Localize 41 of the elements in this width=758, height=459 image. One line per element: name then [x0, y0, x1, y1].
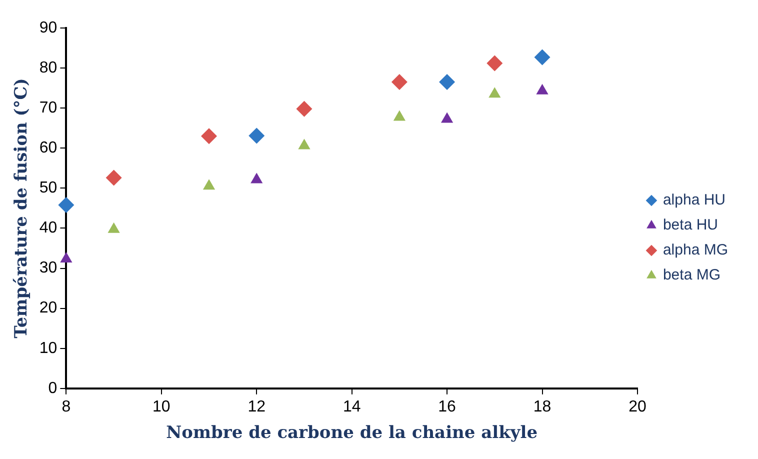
x-tick-label: 12: [248, 398, 266, 416]
y-tick-label: 70: [39, 99, 58, 116]
point: [296, 100, 312, 117]
point: [106, 170, 122, 186]
y-tick-label: 50: [39, 180, 58, 197]
y-tick-label: 60: [39, 140, 58, 157]
point: [439, 74, 456, 90]
point: [298, 138, 310, 150]
legend-label: alpha MG: [662, 242, 728, 259]
x-tick-label: 10: [152, 398, 170, 416]
y-tick-label: 0: [48, 380, 58, 397]
point: [391, 74, 408, 90]
point: [393, 110, 406, 121]
x-tick-label: 18: [533, 398, 552, 416]
y-tick-label: 10: [39, 340, 58, 357]
y-tick-label: 40: [39, 220, 58, 237]
y-tick-label: 30: [39, 260, 58, 277]
point: [250, 172, 263, 184]
y-tick-label: 90: [39, 19, 58, 36]
point: [60, 252, 72, 263]
y-tick-label: 20: [39, 300, 58, 317]
y-axis-title: Température de fusion (°C): [12, 78, 32, 338]
point: [486, 55, 503, 72]
point: [58, 196, 74, 213]
y-tick-label: 80: [39, 59, 58, 76]
x-tick-label: 16: [438, 398, 456, 416]
legend-label: beta MG: [662, 266, 720, 284]
point: [536, 84, 548, 94]
point: [201, 128, 218, 144]
point: [488, 87, 501, 98]
x-tick-label: 20: [628, 398, 646, 416]
x-tick-label: 14: [342, 398, 361, 416]
point: [108, 222, 120, 233]
x-axis-title: Nombre de carbone de la chaine alkyle: [166, 423, 538, 444]
point: [534, 49, 550, 66]
point: [248, 128, 265, 144]
point: [202, 179, 216, 190]
legend-label: alpha HU: [662, 192, 726, 209]
point: [440, 112, 454, 123]
legend-label: beta HU: [662, 216, 718, 234]
x-tick-label: 8: [62, 398, 71, 416]
